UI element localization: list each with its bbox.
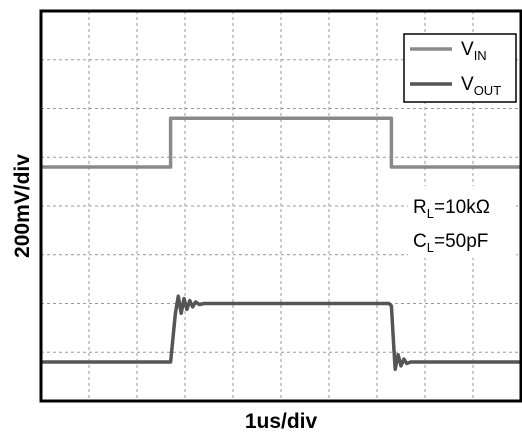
annotation-cl: CL=50pF <box>413 231 488 255</box>
trace-vout <box>41 294 521 372</box>
plot-frame <box>39 9 522 403</box>
legend-box <box>403 33 517 103</box>
annotation-box <box>408 186 516 258</box>
load-annotation: RL=10kΩ CL=50pF <box>408 186 516 258</box>
annotation-rl: RL=10kΩ <box>413 197 490 221</box>
legend: VIN VOUT <box>403 33 517 103</box>
trace-vin <box>41 116 521 169</box>
x-axis-label: 1us/div <box>245 410 318 433</box>
traces <box>41 116 521 372</box>
legend-label-vin: VIN <box>461 39 487 63</box>
y-axis-label: 200mV/div <box>11 154 34 258</box>
legend-label-vout: VOUT <box>461 74 501 98</box>
